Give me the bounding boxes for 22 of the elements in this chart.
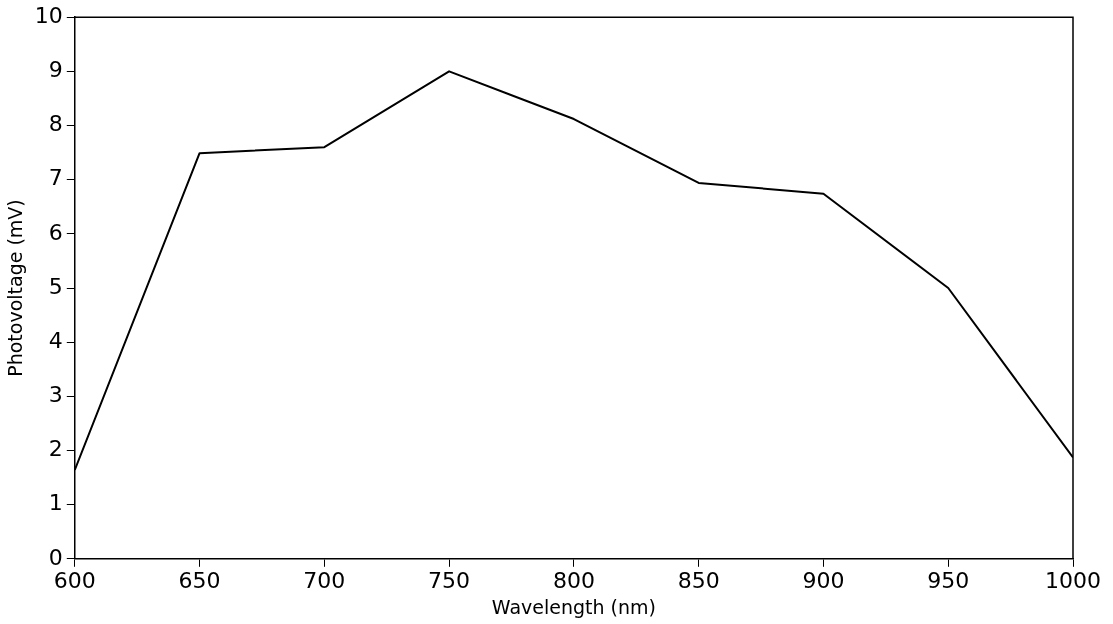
x-tick-label: 950 bbox=[927, 567, 970, 593]
y-tick-label: 9 bbox=[48, 57, 63, 83]
x-tick-label: 850 bbox=[677, 567, 720, 593]
y-tick-label: 5 bbox=[48, 273, 63, 299]
x-tick-label: 750 bbox=[428, 567, 471, 593]
x-tick-label: 700 bbox=[303, 567, 346, 593]
y-tick-label: 0 bbox=[48, 544, 63, 570]
x-tick-label: 650 bbox=[178, 567, 221, 593]
y-axis-title: Photovoltage (mV) bbox=[4, 199, 27, 377]
y-tick-label: 8 bbox=[48, 111, 63, 137]
y-tick-label: 4 bbox=[48, 327, 63, 353]
y-tick-label: 6 bbox=[48, 219, 63, 245]
y-tick-label: 2 bbox=[48, 436, 63, 462]
x-tick-label: 900 bbox=[802, 567, 845, 593]
y-tick-label: 1 bbox=[48, 490, 63, 516]
x-axis-title: Wavelength (nm) bbox=[491, 595, 656, 618]
y-tick-label: 10 bbox=[34, 2, 63, 28]
y-tick-label: 7 bbox=[48, 165, 63, 191]
x-tick-label: 800 bbox=[552, 567, 595, 593]
y-tick-label: 3 bbox=[48, 382, 63, 408]
x-tick-label: 600 bbox=[53, 567, 96, 593]
x-tick-label: 1000 bbox=[1045, 567, 1101, 593]
